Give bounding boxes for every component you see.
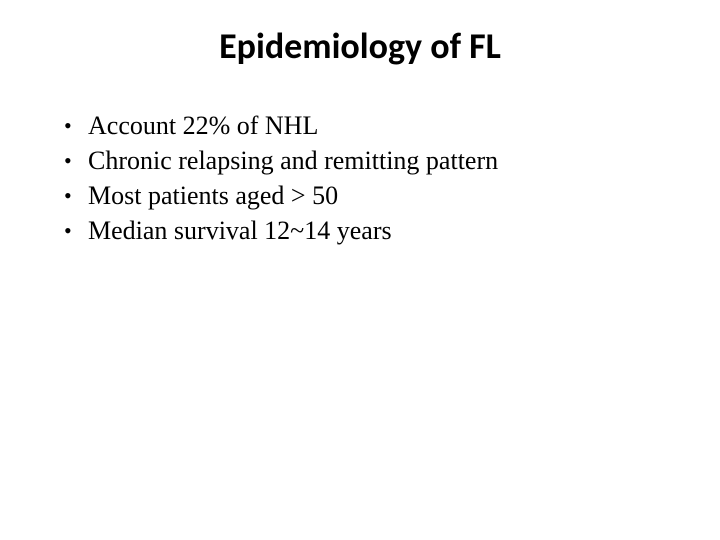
list-item: Median survival 12~14 years <box>60 213 660 248</box>
list-item: Chronic relapsing and remitting pattern <box>60 143 660 178</box>
slide-title: Epidemiology of FL <box>0 0 720 68</box>
list-item: Most patients aged > 50 <box>60 178 660 213</box>
bullet-list: Account 22% of NHL Chronic relapsing and… <box>0 108 720 248</box>
list-item: Account 22% of NHL <box>60 108 660 143</box>
slide: Epidemiology of FL Account 22% of NHL Ch… <box>0 0 720 540</box>
